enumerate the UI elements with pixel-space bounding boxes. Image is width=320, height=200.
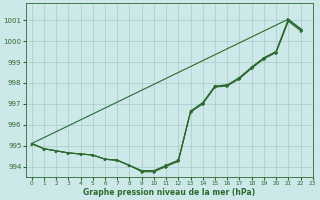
X-axis label: Graphe pression niveau de la mer (hPa): Graphe pression niveau de la mer (hPa) (83, 188, 255, 197)
